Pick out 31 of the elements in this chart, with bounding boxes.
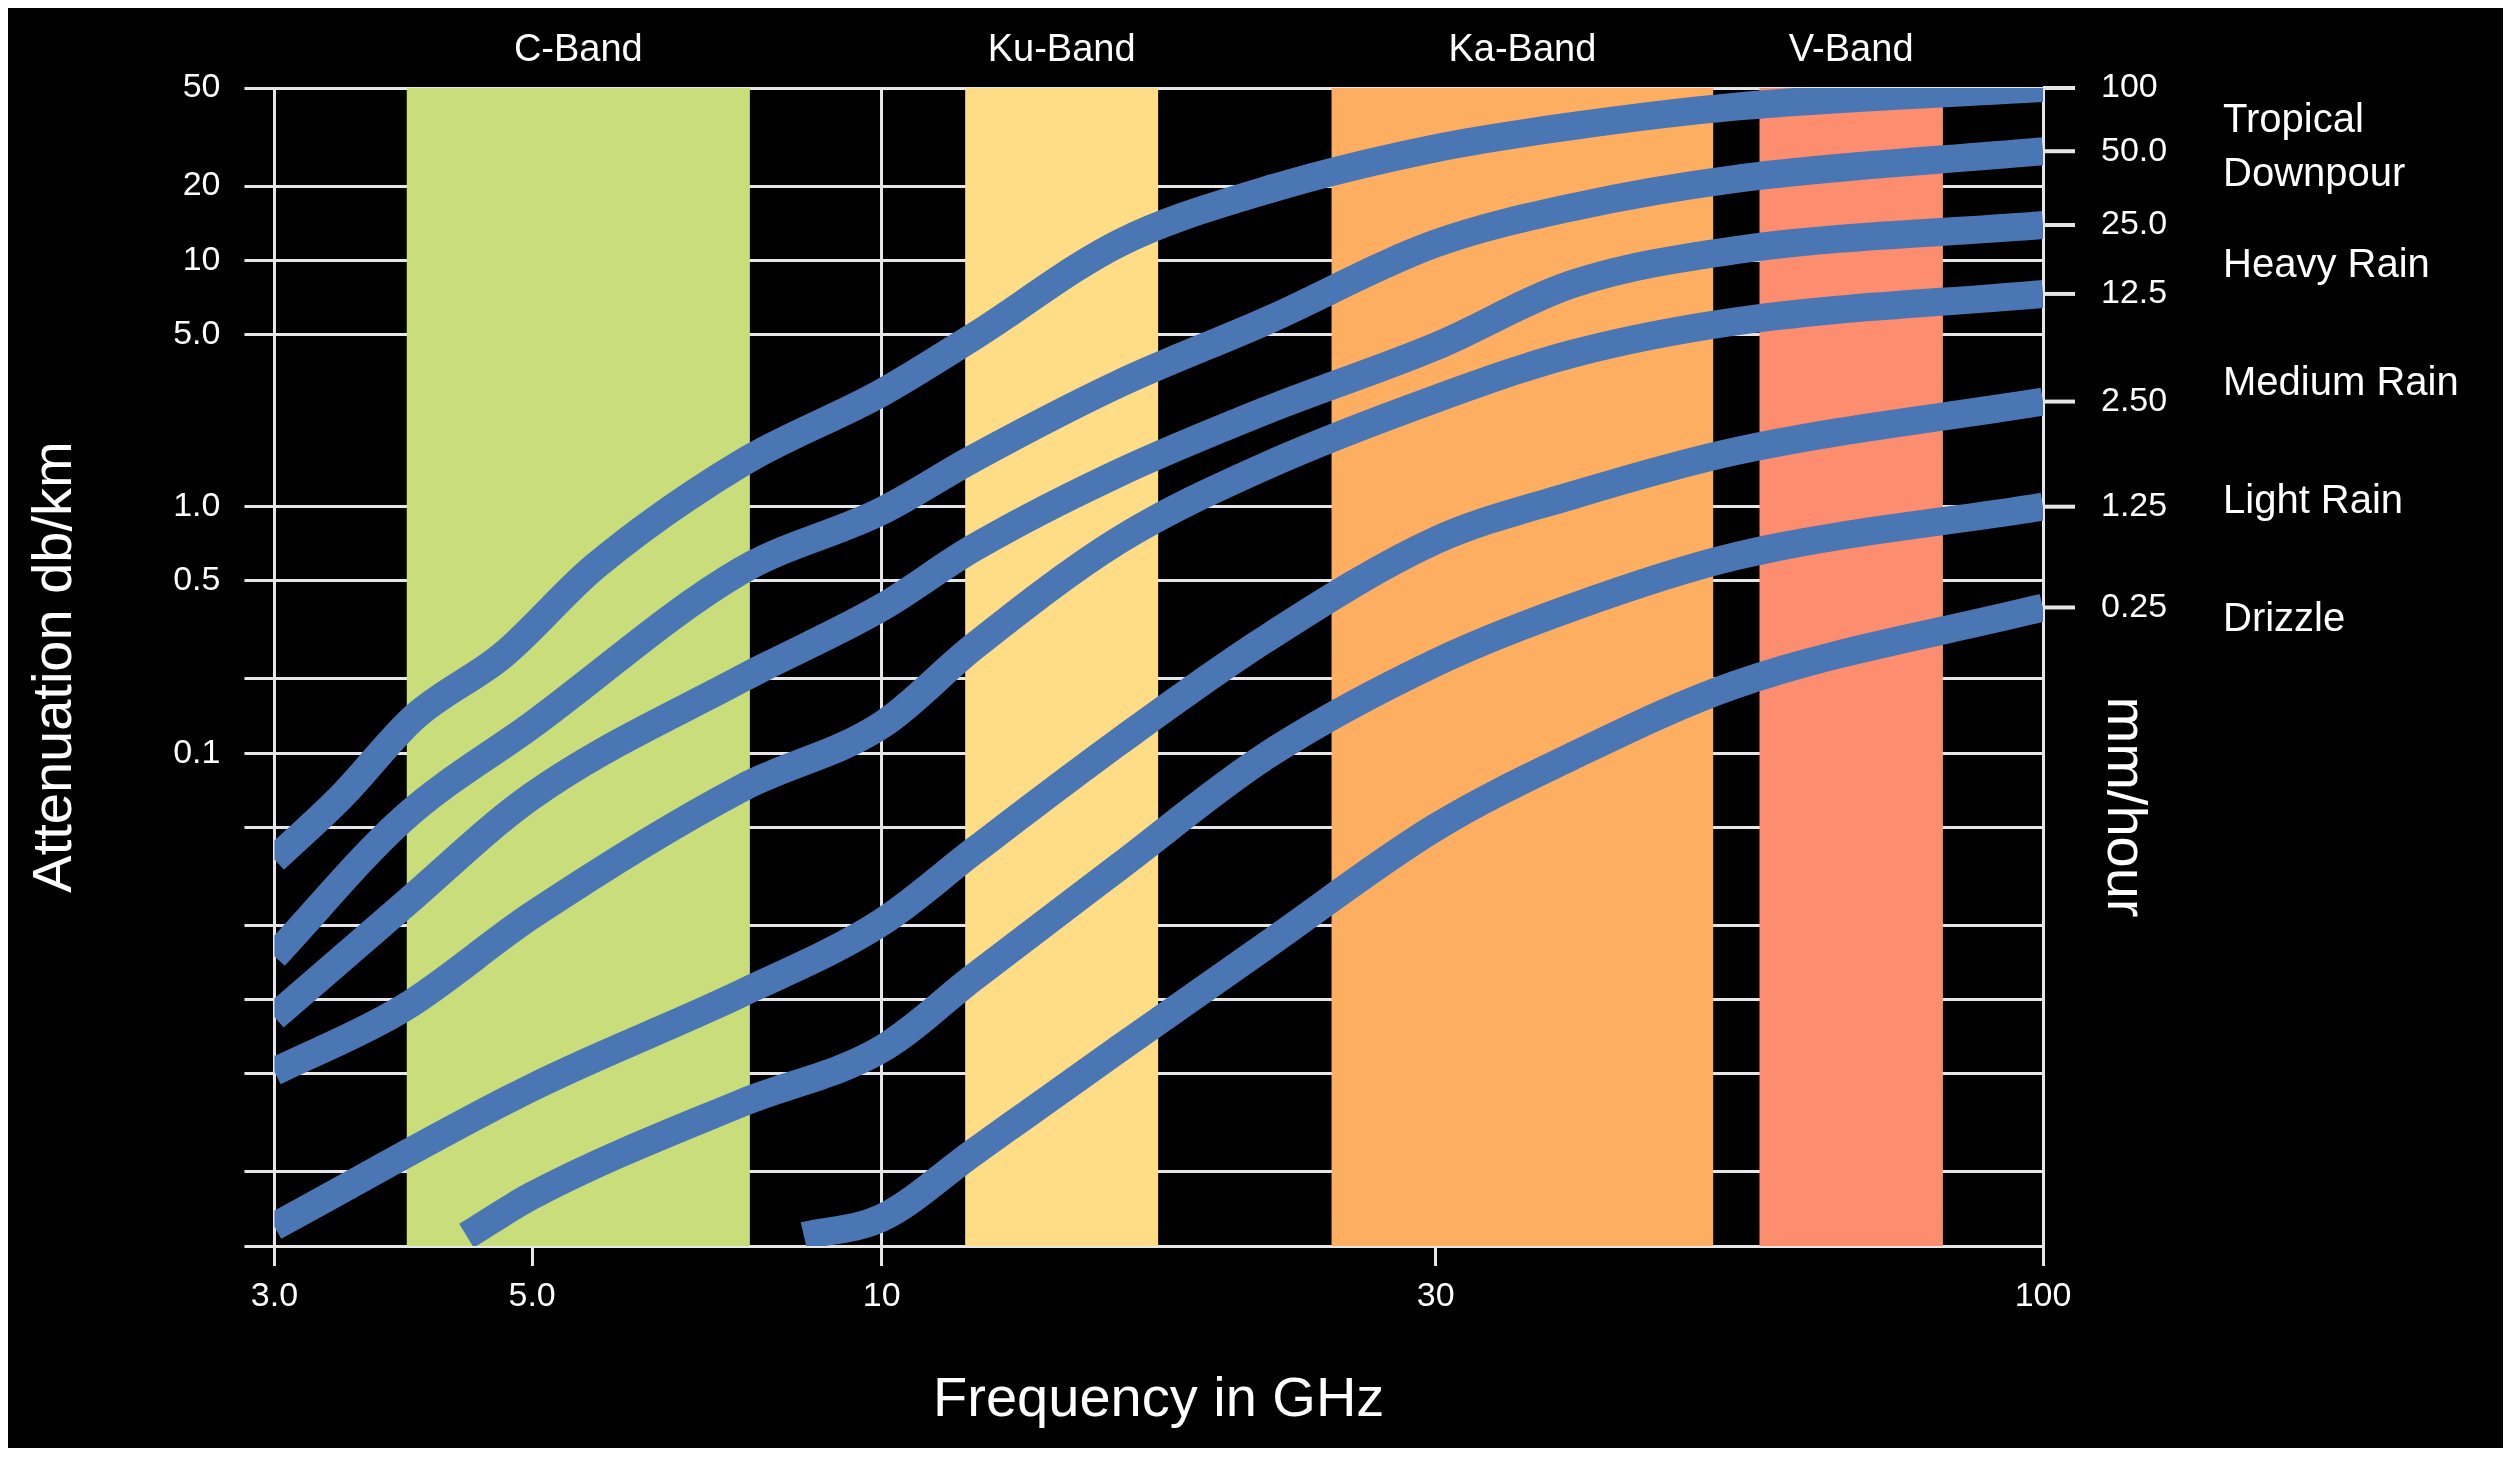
text: Light Rain (2223, 477, 2404, 522)
band-label: Ka-Band (1448, 27, 1597, 70)
x-tick-label: 3.0 (250, 1274, 299, 1313)
x-tick-label: 100 (2014, 1274, 2072, 1313)
y-axis-title: Attenuation db/km (20, 441, 84, 893)
y2-axis-title: mm/hour (2095, 696, 2159, 918)
y-tick-label: 50 (182, 66, 221, 105)
y-tick-label: 10 (182, 238, 221, 277)
y-tick-label: 0.5 (173, 559, 221, 598)
y-tick-label: 5.0 (173, 312, 221, 351)
text: Tropical Downpour (2223, 96, 2406, 195)
band-label: C-Band (513, 27, 643, 70)
y-tick-label: 20 (182, 164, 221, 203)
series-label: 25.0 (2101, 203, 2168, 242)
series-label: 50.0 (2101, 129, 2168, 168)
band-label: V-Band (1788, 27, 1914, 70)
y-tick-label: 0.1 (173, 731, 221, 770)
x-tick-label: 10 (862, 1274, 901, 1313)
band-label: Ku-Band (987, 27, 1136, 70)
text: Medium Rain (2223, 359, 2459, 404)
y-tick-label: 1.0 (173, 485, 221, 524)
series-label: 12.5 (2101, 272, 2168, 311)
series-label: 100 (2101, 66, 2158, 105)
text: Drizzle (2223, 595, 2346, 640)
series-label: 1.25 (2101, 485, 2168, 524)
series-label: 2.50 (2101, 379, 2168, 418)
x-tick-label: 5.0 (508, 1274, 556, 1313)
x-tick-label: 30 (1416, 1274, 1455, 1313)
x-axis-title: Frequency in GHz (933, 1364, 1385, 1428)
text: Heavy Rain (2223, 241, 2430, 286)
series-label: 0.25 (2101, 585, 2168, 624)
